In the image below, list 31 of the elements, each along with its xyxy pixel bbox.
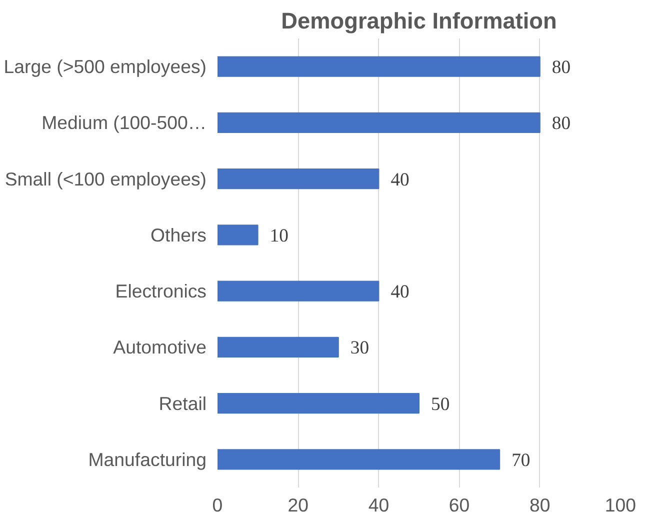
data-label: 80	[552, 113, 571, 134]
x-tick-label: 100	[604, 494, 636, 516]
data-label: 40	[390, 282, 410, 303]
y-tick-label: Large (>500 employees)	[4, 56, 207, 78]
data-label: 70	[512, 450, 530, 471]
y-tick-label: Retail	[158, 392, 207, 414]
x-tick-label: 80	[530, 494, 550, 516]
chart-title: Demographic Information	[281, 8, 557, 34]
bar	[218, 449, 500, 470]
y-tick-label: Small (<100 employees)	[4, 168, 207, 190]
x-tick-label: 20	[288, 494, 308, 516]
data-label: 50	[431, 394, 450, 415]
bar	[218, 56, 540, 77]
bar	[218, 280, 380, 302]
bar	[218, 336, 339, 358]
y-tick-label: Medium (100-500…	[42, 112, 206, 134]
x-tick-label: 60	[448, 494, 470, 516]
y-tick-label: Automotive	[113, 336, 206, 358]
data-label: 10	[270, 225, 288, 246]
x-tick-label: 40	[368, 494, 390, 516]
data-label: 40	[390, 169, 410, 190]
bar	[218, 168, 380, 190]
bar	[218, 392, 420, 414]
data-label: 30	[350, 338, 370, 359]
y-tick-label: Manufacturing	[88, 448, 207, 470]
x-tick-label: 0	[212, 494, 223, 516]
bar	[218, 224, 258, 246]
bar	[218, 112, 540, 134]
y-tick-label: Electronics	[115, 280, 207, 302]
data-label: 80	[552, 57, 571, 78]
y-tick-label: Others	[150, 224, 207, 246]
